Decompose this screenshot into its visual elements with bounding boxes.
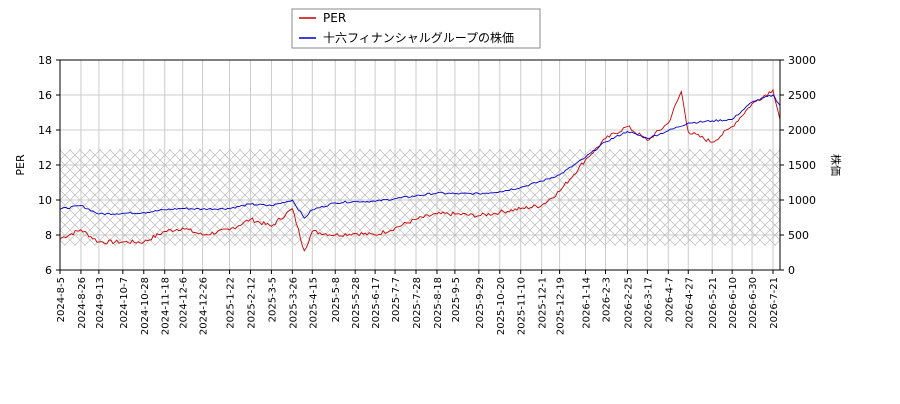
shaded-band <box>60 149 780 246</box>
x-tick-label: 2025-2-12 <box>247 277 258 329</box>
y-left-tick-label: 16 <box>38 89 52 102</box>
y-right-tick-label: 2500 <box>788 89 816 102</box>
y-left-tick-label: 6 <box>45 264 52 277</box>
x-tick-label: 2024-10-7 <box>119 277 130 329</box>
axes: 6 8 10 12 14 16 18 0 500 1000 1500 2000 2500 3000 2024… <box>14 54 843 335</box>
x-tick-label: 2025-12-19 <box>556 277 567 335</box>
x-tick-label: 2024-12-6 <box>179 277 190 329</box>
x-tick-label: 2026-4-7 <box>664 277 675 322</box>
y-left-tick-label: 8 <box>45 229 52 242</box>
x-tick-label: 2025-9-5 <box>451 277 462 322</box>
x-tick-label: 2025-4-15 <box>308 277 319 329</box>
x-tick-label: 2026-4-27 <box>684 277 695 329</box>
x-tick-label: 2026-3-17 <box>643 277 654 329</box>
x-tick-label: 2024-12-26 <box>199 277 210 335</box>
x-tick-label: 2026-7-21 <box>769 277 780 329</box>
x-tick-label: 2025-6-17 <box>371 277 382 329</box>
shaded-band-rect <box>60 149 780 246</box>
y-left-tick-label: 18 <box>38 54 52 67</box>
per-series-line <box>59 88 781 252</box>
y-right-tick-label: 0 <box>788 264 795 277</box>
x-tick-label: 2025-9-29 <box>475 277 486 329</box>
x-tick-label: 2026-6-30 <box>748 277 759 329</box>
x-tick-label: 2026-2-25 <box>623 277 634 329</box>
x-tick-label: 2025-11-10 <box>517 277 528 335</box>
legend-box <box>291 8 541 49</box>
x-tick-label: 2026-2-3 <box>602 277 613 322</box>
x-tick-label: 2026-5-21 <box>708 277 719 329</box>
x-tick-label: 2026-6-10 <box>728 277 739 329</box>
y-right-tick-label: 1000 <box>788 194 816 207</box>
x-tick-label: 2024-8-26 <box>77 277 88 329</box>
y-left-tick-label: 10 <box>38 194 52 207</box>
stock-price-series-line <box>59 94 781 219</box>
x-tick-label: 2025-10-20 <box>496 277 507 335</box>
y-left-tick-label: 14 <box>38 124 52 137</box>
x-tick-label: 2025-1-22 <box>226 277 237 329</box>
legend: PER 十六フィナンシャルグループの株価 <box>291 8 541 49</box>
x-tick-label: 2025-5-8 <box>331 277 342 322</box>
legend-label: PER <box>323 11 346 25</box>
x-tick-label: 2026-1-14 <box>582 277 593 329</box>
legend-label: 十六フィナンシャルグループの株価 <box>323 30 514 45</box>
y-left-tick-label: 12 <box>38 159 52 172</box>
x-tick-label: 2024-11-18 <box>161 277 172 335</box>
x-tick-label: 2024-9-13 <box>95 277 106 329</box>
y-left-axis-title: PER <box>14 154 27 176</box>
x-tick-label: 2025-5-28 <box>351 277 362 329</box>
y-right-tick-label: 1500 <box>788 159 816 172</box>
x-tick-label: 2025-8-18 <box>433 277 444 329</box>
x-tick-label: 2024-8-5 <box>56 277 67 322</box>
x-tick-label: 2025-3-5 <box>267 277 278 322</box>
x-tick-label: 2025-12-1 <box>538 277 549 329</box>
x-tick-label: 2025-7-7 <box>391 277 402 322</box>
x-tick-label: 2025-7-28 <box>412 277 423 329</box>
series-layer <box>59 88 781 252</box>
x-tick-label: 2024-10-28 <box>140 277 151 335</box>
y-right-tick-label: 2000 <box>788 124 816 137</box>
y-right-tick-label: 3000 <box>788 54 816 67</box>
x-tick-label: 2025-3-26 <box>288 277 299 329</box>
y-right-tick-label: 500 <box>788 229 809 242</box>
y-right-axis-title: 株価 <box>829 154 843 176</box>
